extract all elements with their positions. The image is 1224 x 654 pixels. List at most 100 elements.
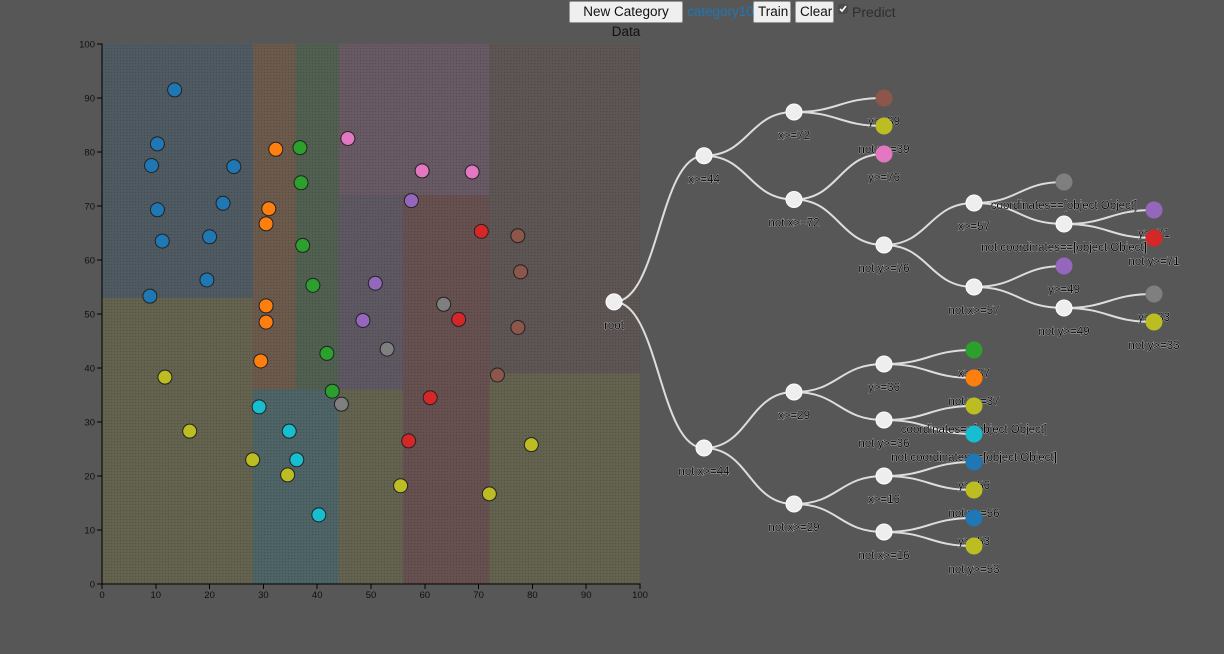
split-node (785, 191, 803, 208)
point-olive (157, 369, 173, 385)
tree-nodes: root x>=44 not x>=44 x>=72 not x>=72 x>=29 not… (604, 89, 1180, 576)
point-olive (182, 423, 198, 439)
x-tick-label: 10 (151, 590, 162, 601)
y-tick-label: 80 (84, 148, 95, 159)
node-label: not x>=44 (678, 466, 730, 478)
tree-link (703, 154, 795, 201)
category-scheme-label: category10 (687, 4, 754, 19)
node-label: not y>=53 (948, 564, 999, 576)
clear-button[interactable]: Clear (795, 1, 834, 23)
tree-link (793, 153, 885, 201)
leaf-node-red (1145, 229, 1163, 247)
point-gray (379, 341, 395, 357)
train-button[interactable]: Train (753, 1, 791, 23)
point-gray (333, 396, 349, 412)
point-blue (215, 195, 231, 211)
tree-link (973, 265, 1065, 288)
new-category-data-button[interactable]: New Category Data (569, 1, 683, 39)
tree-link (793, 363, 885, 393)
x-tick-label: 40 (312, 590, 323, 601)
point-blue (167, 82, 183, 98)
tree-link (793, 391, 885, 421)
node-label: not y>=49 (1038, 326, 1089, 338)
point-cyan (289, 452, 305, 468)
node-label: x>=57 (958, 221, 990, 233)
x-tick-label: 90 (581, 590, 592, 601)
tree-link (883, 461, 975, 477)
point-brown (510, 320, 526, 335)
tree-link (793, 97, 885, 113)
y-tick-label: 70 (84, 202, 95, 213)
split-node (965, 194, 983, 212)
point-blue (142, 288, 158, 304)
y-tick-label: 0 (90, 580, 95, 591)
x-tick-label: 50 (366, 590, 377, 601)
y-tick-label: 100 (79, 40, 95, 51)
point-olive (481, 486, 497, 502)
point-gray (436, 296, 452, 312)
node-label: not y>=36 (858, 438, 909, 450)
point-olive (393, 478, 409, 494)
point-cyan (251, 399, 267, 415)
tree-link (1063, 307, 1155, 323)
tree-link (883, 531, 975, 547)
point-orange (258, 298, 274, 314)
predict-checkbox[interactable] (838, 4, 848, 14)
tree-link (703, 111, 795, 157)
point-brown (510, 228, 526, 244)
scatter-plot[interactable]: 0 10 20 30 40 50 60 70 80 90 100 0 10 20 30 40 50 60 70 80… (79, 40, 648, 602)
x-tick-label: 0 (99, 590, 104, 601)
node-label: not y>=76 (858, 263, 909, 275)
point-purple (403, 193, 419, 209)
node-label: coordinates==[object Object] (991, 200, 1137, 212)
point-red (473, 223, 489, 239)
point-blue (149, 202, 165, 218)
tree-link (1063, 223, 1155, 239)
point-purple (367, 275, 383, 291)
split-node (605, 293, 623, 311)
node-label: not x>=72 (768, 218, 819, 230)
leaf-node-olive (1145, 313, 1163, 331)
tree-link (883, 202, 975, 246)
x-axis: 0 10 20 30 40 50 60 70 80 90 100 (99, 583, 648, 601)
prediction-dot-grid (102, 44, 640, 584)
point-green (319, 345, 335, 361)
point-cyan (311, 507, 327, 523)
point-pink (414, 163, 430, 179)
split-node (875, 523, 893, 541)
tree-link (883, 363, 975, 379)
tree-link (973, 202, 1065, 225)
split-node (1055, 215, 1073, 233)
point-brown (489, 367, 505, 383)
split-node (1055, 299, 1073, 317)
point-olive (245, 452, 261, 468)
point-olive (280, 467, 296, 483)
tree-link (613, 300, 705, 449)
point-orange (261, 201, 277, 217)
leaf-node-olive (875, 117, 893, 135)
y-tick-label: 50 (84, 310, 95, 321)
point-olive (523, 437, 539, 453)
leaf-node-blue (965, 509, 983, 527)
split-node (875, 411, 893, 429)
point-green (295, 237, 311, 253)
tree-link (883, 475, 975, 491)
split-node (695, 147, 713, 165)
node-label: not y>=71 (1128, 256, 1179, 268)
y-tick-label: 60 (84, 256, 95, 267)
split-node (695, 439, 713, 457)
tree-link (883, 419, 975, 435)
point-pink (340, 131, 356, 146)
predict-label: Predict (852, 4, 896, 20)
y-tick-label: 10 (84, 526, 95, 537)
node-label: not x>=16 (858, 550, 909, 562)
node-label: x>=16 (868, 494, 900, 506)
node-label: y>=76 (868, 172, 900, 184)
decision-tree: root x>=44 not x>=44 x>=72 not x>=72 x>=29 not… (604, 89, 1180, 576)
leaf-node-orange (965, 369, 983, 387)
x-tick-label: 70 (473, 590, 484, 601)
point-green (292, 140, 308, 156)
split-node (875, 236, 893, 254)
node-label: y>=36 (868, 382, 900, 394)
